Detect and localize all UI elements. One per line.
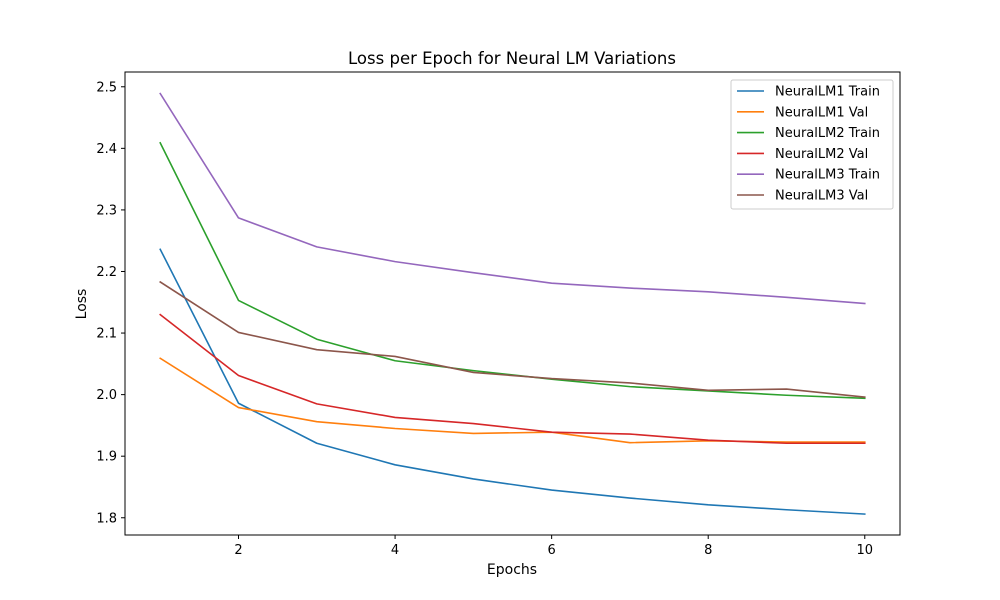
x-tick-label: 8 xyxy=(704,543,712,558)
y-tick-label: 2.3 xyxy=(96,203,117,218)
series-line-6 xyxy=(159,280,866,398)
y-axis: 1.8 1.9 2.0 2.1 2.2 2.3 2.4 2.5 xyxy=(96,80,125,526)
y-tick-label: 2.0 xyxy=(96,388,117,403)
plot-frame xyxy=(124,71,901,536)
x-tick-label: 2 xyxy=(234,543,242,558)
y-axis-label: Loss xyxy=(74,289,90,320)
x-tick-label: 6 xyxy=(548,543,556,558)
x-axis-label: Epochs xyxy=(487,562,537,578)
x-tick-label: 10 xyxy=(856,543,873,558)
y-tick-label: 2.1 xyxy=(96,327,117,342)
y-tick-label: 1.9 xyxy=(96,450,117,465)
series-line-4 xyxy=(159,313,866,445)
series-line-5 xyxy=(159,92,866,305)
legend-label-1: NeuralLM1 Train xyxy=(775,85,880,100)
y-tick-label: 2.2 xyxy=(96,265,117,280)
legend-label-4: NeuralLM2 Val xyxy=(775,147,868,162)
legend-label-5: NeuralLM3 Train xyxy=(775,168,880,183)
legend-frame xyxy=(730,79,894,210)
legend-label-2: NeuralLM1 Val xyxy=(775,105,868,120)
legend: NeuralLM1 Train NeuralLM1 Val NeuralLM2 Tr… xyxy=(730,79,894,210)
x-axis: 2 4 6 8 10 xyxy=(234,535,873,558)
series-line-1 xyxy=(159,248,866,515)
series-layer xyxy=(159,92,866,515)
legend-label-6: NeuralLM3 Val xyxy=(775,189,868,204)
chart-title: Loss per Epoch for Neural LM Variations xyxy=(348,49,676,68)
y-tick-label: 2.4 xyxy=(96,142,117,157)
y-tick-label: 2.5 xyxy=(96,80,117,95)
legend-label-3: NeuralLM2 Train xyxy=(775,126,880,141)
x-tick-label: 4 xyxy=(391,543,399,558)
y-tick-label: 1.8 xyxy=(96,511,117,526)
